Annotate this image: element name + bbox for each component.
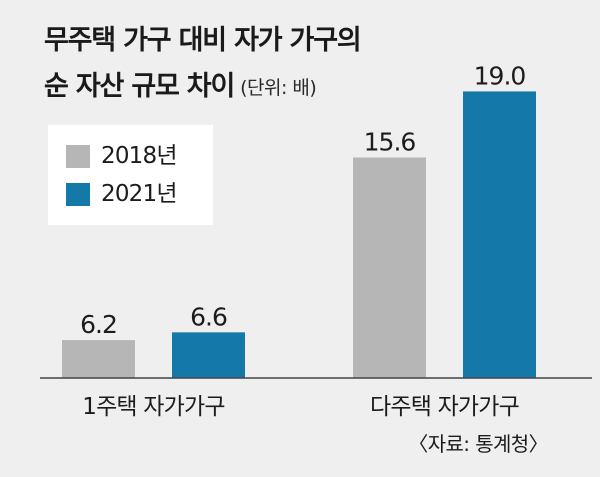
legend-label-2018: 2018년 bbox=[101, 143, 178, 169]
category-label-1: 1주택 자가가구 bbox=[82, 394, 225, 420]
category-label-2: 다주택 자가가구 bbox=[370, 394, 519, 420]
chart-title-line-2: 순 자산 규모 차이 (단위: 배) bbox=[44, 70, 317, 105]
source-note: 〈자료: 통계청〉 bbox=[408, 432, 548, 456]
data-label-series-1-category-2: 15.6 bbox=[364, 127, 416, 156]
legend-swatch-2021 bbox=[66, 183, 90, 206]
bar-series-1-category-2 bbox=[353, 157, 426, 378]
unit-note: (단위: 배) bbox=[240, 77, 317, 99]
bar-series-1-category-1 bbox=[62, 340, 135, 378]
bar-series-2-category-1 bbox=[172, 332, 245, 378]
data-label-series-1-category-1: 6.2 bbox=[80, 310, 117, 339]
legend: 2018년 2021년 bbox=[48, 125, 213, 225]
data-label-series-2-category-1: 6.6 bbox=[190, 302, 227, 331]
chart-title-line-1: 무주택 가구 대비 자가 가구의 bbox=[44, 25, 362, 56]
data-label-series-2-category-2: 19.0 bbox=[474, 61, 526, 90]
chart-title-line-2-text: 순 자산 규모 차이 bbox=[44, 71, 235, 102]
bar-series-2-category-2 bbox=[463, 91, 536, 378]
legend-label-2021: 2021년 bbox=[101, 181, 178, 207]
legend-swatch-2018 bbox=[66, 145, 90, 168]
